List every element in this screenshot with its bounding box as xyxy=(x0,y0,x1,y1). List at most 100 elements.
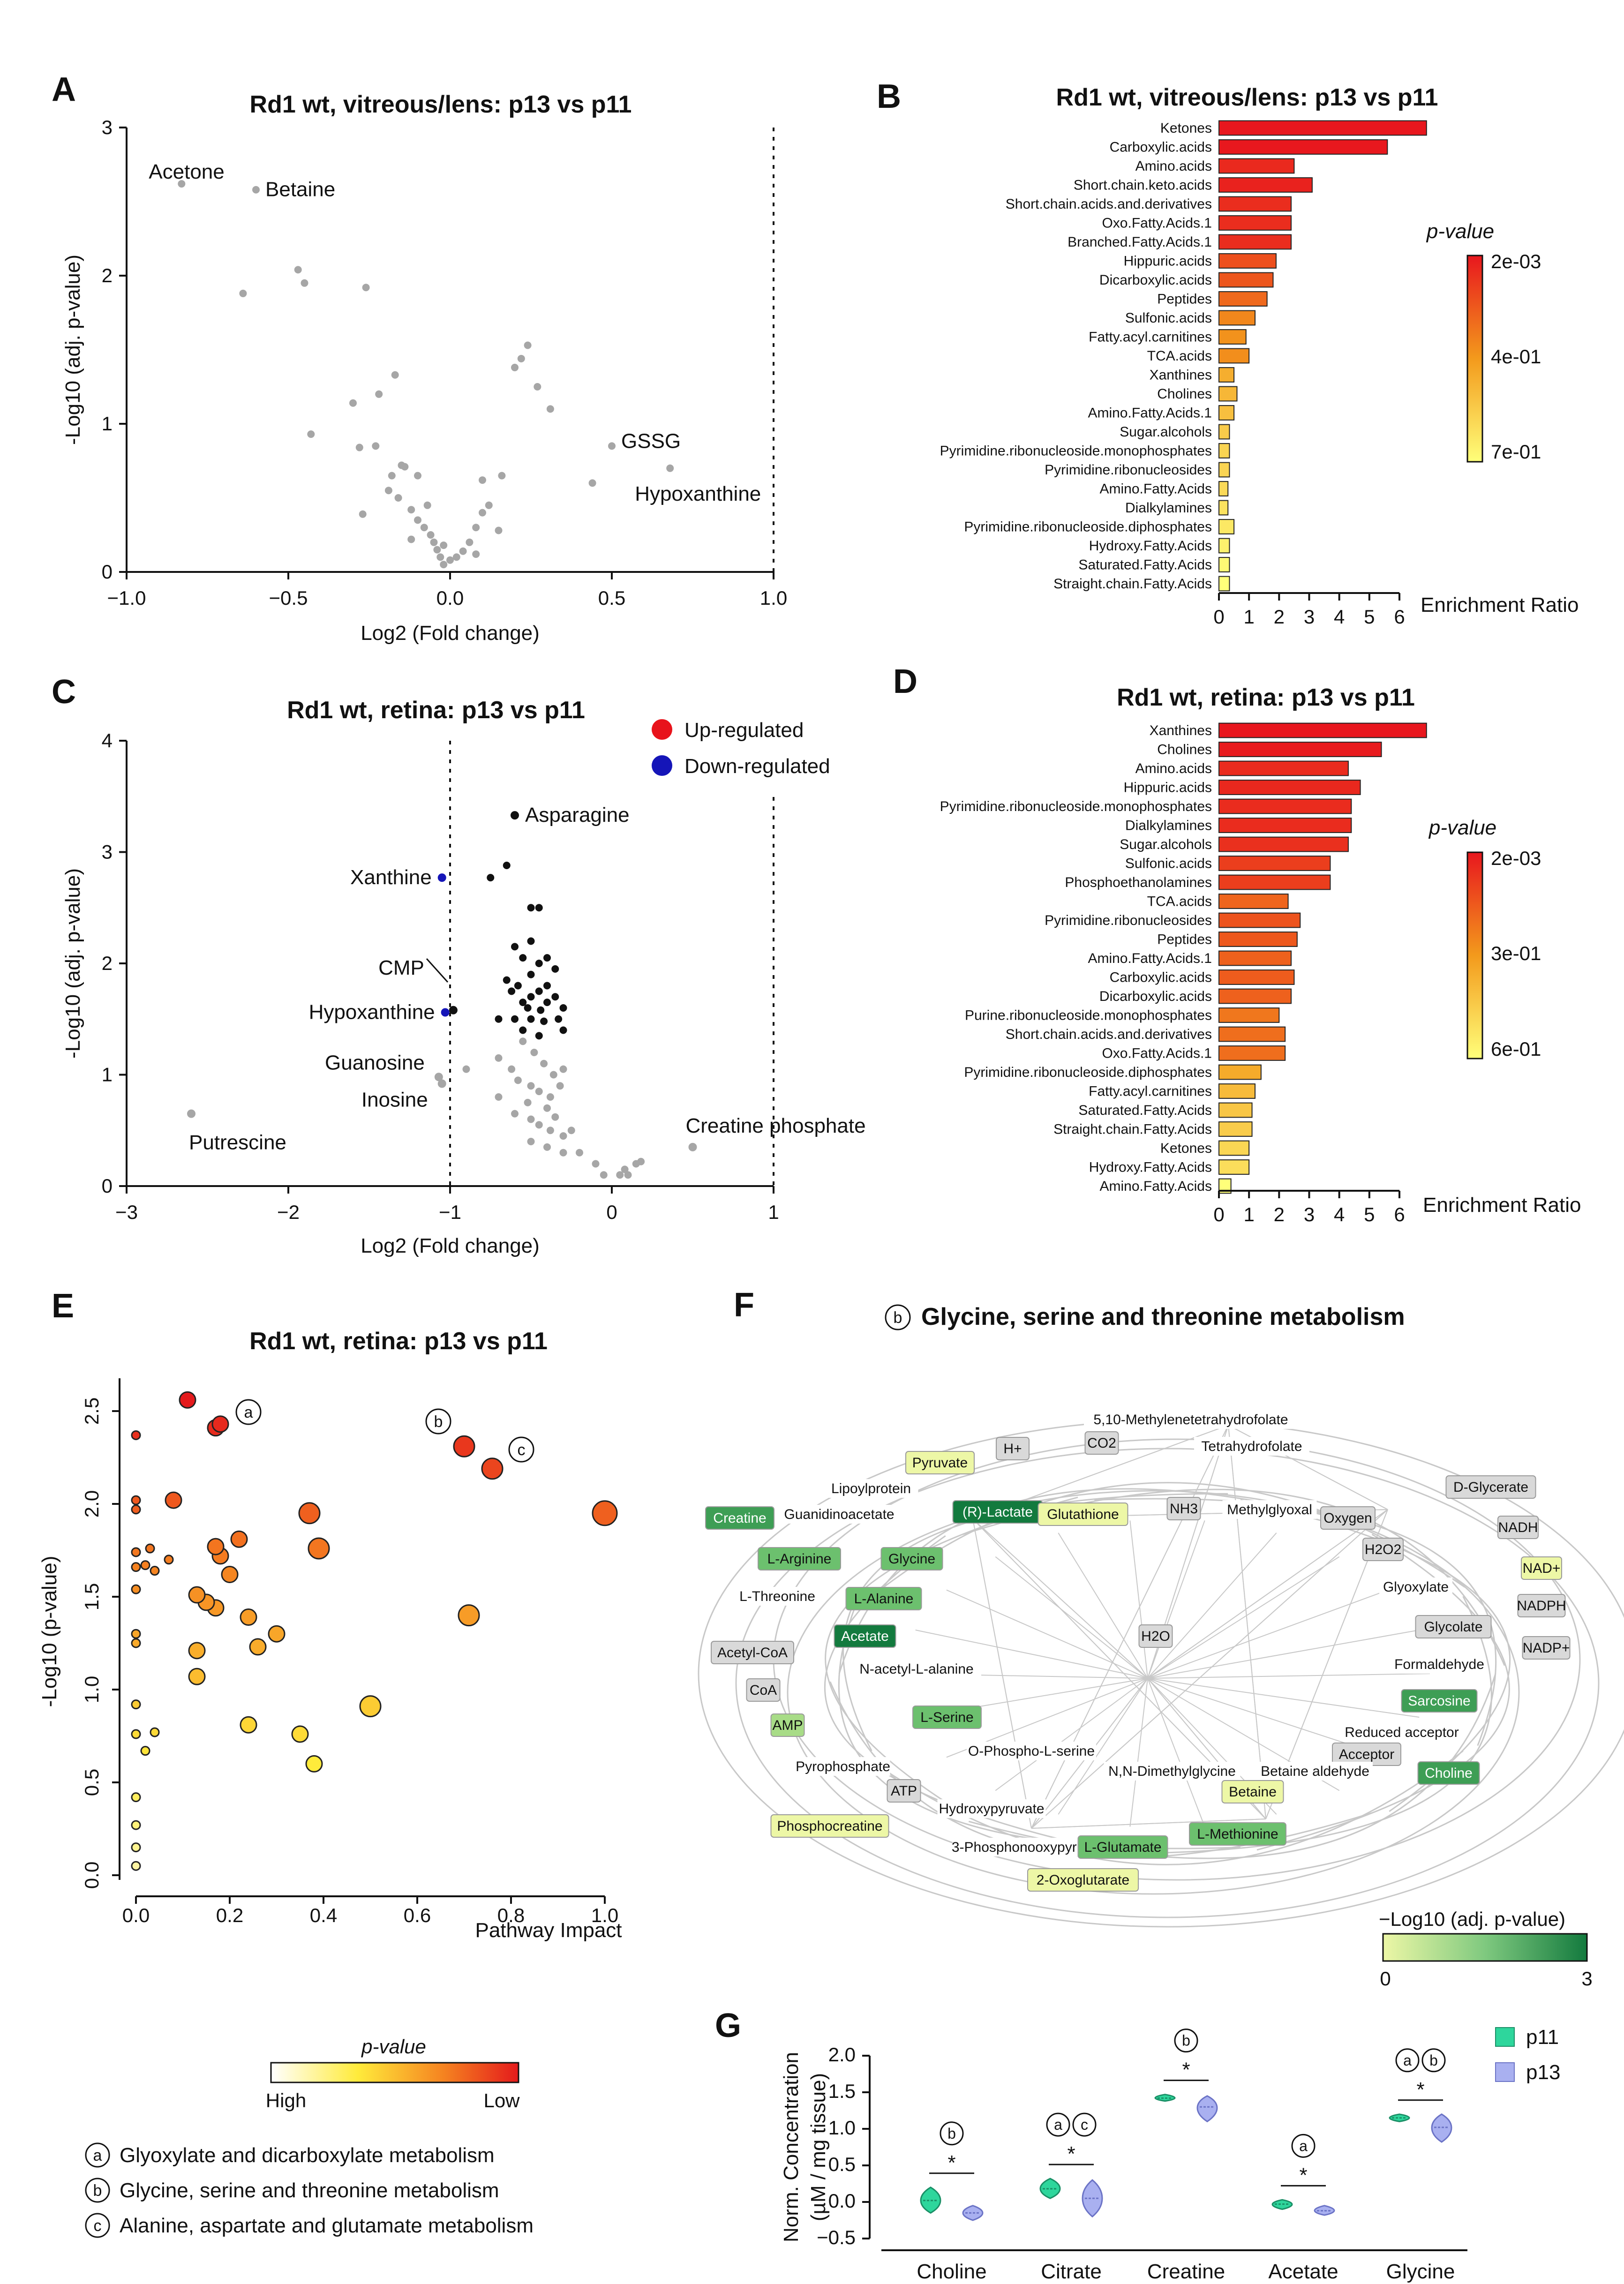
panel-f-title: Glycine, serine and threonine metabolism xyxy=(921,1303,1405,1330)
panel-f-edge xyxy=(995,1556,1148,1679)
panel-f-edge xyxy=(1106,1596,1492,1855)
panel-e-pathway-point xyxy=(131,1504,141,1515)
panel-f-edge xyxy=(842,1493,1228,1751)
panel-a-point xyxy=(427,531,435,539)
panel-f-node: Betaine xyxy=(1229,1784,1277,1800)
panel-b-x-tick: 1 xyxy=(1243,606,1254,628)
panel-c-sig-point xyxy=(503,976,511,984)
panel-c-sig-point xyxy=(527,937,535,945)
panel-e-pathway-point xyxy=(131,1430,141,1440)
panel-e-y-ticks: 0.0 0.5 1.0 1.5 2.0 2.5 xyxy=(81,1397,120,1889)
panel-c-title: Rd1 wt, retina: p13 vs p11 xyxy=(287,697,585,724)
panel-e-colorbar xyxy=(270,2062,519,2083)
panel-f-node-box xyxy=(1521,1556,1562,1580)
panel-b-bar xyxy=(1218,405,1235,421)
panel-d-bar-label: Xanthines xyxy=(1150,723,1212,738)
panel-c-x-ticks: −3 −2 −1 0 1 xyxy=(115,1186,779,1223)
panel-f-node-box xyxy=(1344,1723,1459,1742)
panel-a-point-label: Acetone xyxy=(149,160,224,183)
panel-c-sig-point xyxy=(527,970,535,978)
panel-c-point-label: Inosine xyxy=(361,1089,428,1112)
panel-b-x-tick: 6 xyxy=(1394,606,1405,628)
panel-g-y-tick: 1.0 xyxy=(828,2117,856,2139)
panel-d-bar xyxy=(1218,988,1292,1004)
panel-b-bar xyxy=(1218,291,1268,307)
panel-a-x-ticks: −1.0 −0.5 0.0 0.5 1.0 xyxy=(107,572,787,609)
panel-f-node: NAD+ xyxy=(1523,1561,1561,1576)
panel-b-bar xyxy=(1218,272,1274,288)
panel-b-bar xyxy=(1218,120,1427,136)
panel-f-node-box xyxy=(705,1506,774,1530)
panel-b-bar-label: Fatty.acyl.carnitines xyxy=(1089,330,1212,345)
panel-d-bar-label: Pyrimidine.ribonucleosides xyxy=(1045,913,1212,928)
panel-e-pathway-point xyxy=(188,1586,206,1604)
panel-f-colorbar-max: 3 xyxy=(1581,1968,1592,1990)
panel-d: D Rd1 wt, retina: p13 vs p11 Xanthines Ch… xyxy=(893,663,1581,1225)
panel-f-badge xyxy=(885,1304,911,1330)
panel-a-point xyxy=(355,443,363,451)
panel-d-bar xyxy=(1218,950,1292,966)
panel-g-legend-p11: p11 xyxy=(1526,2026,1559,2049)
panel-a-point xyxy=(294,266,302,274)
panel-b-x-tick: 3 xyxy=(1304,606,1315,628)
panel-d-bar xyxy=(1218,1026,1286,1042)
panel-c-sig-point xyxy=(551,993,559,1001)
panel-b-bar xyxy=(1218,139,1388,155)
panel-c-x-tick: −3 xyxy=(115,1201,138,1223)
panel-c-ns-point xyxy=(527,1138,535,1145)
panel-f-node: CO2 xyxy=(1087,1435,1116,1451)
panel-b-bar xyxy=(1218,348,1250,364)
panel-c-ns-point xyxy=(567,1127,575,1134)
panel-f-node: O-Phospho-L-serine xyxy=(968,1743,1095,1759)
panel-f-edge xyxy=(1147,1678,1420,1718)
panel-g-sig-star: * xyxy=(1182,2059,1190,2081)
panel-c-sig-point xyxy=(519,1026,527,1034)
panel-g-x-label: Choline xyxy=(917,2260,986,2283)
panel-e-pathway-point xyxy=(131,1861,141,1871)
panel-a: A Rd1 wt, vitreous/lens: p13 vs p11 −1.0… xyxy=(52,71,787,645)
svg-text:c: c xyxy=(94,2217,102,2235)
panel-b-bar xyxy=(1218,443,1230,458)
panel-e-pathway-point xyxy=(131,1820,141,1830)
panel-b-bar xyxy=(1218,481,1229,496)
panel-b-bars: Ketones Carboxylic.acids Amino.acids Short.… xyxy=(940,120,1427,592)
panel-f-edge xyxy=(1031,1425,1229,1829)
panel-f-node: Glutathione xyxy=(1047,1507,1119,1522)
panel-d-bar xyxy=(1218,894,1289,909)
panel-f-node-box xyxy=(1027,1868,1139,1892)
panel-f-node-box xyxy=(845,1587,922,1610)
panel-c-y-tick: 1 xyxy=(102,1064,113,1086)
panel-f-node-box xyxy=(711,1641,794,1664)
panel-b-bar-label: Straight.chain.Fatty.Acids xyxy=(1053,576,1212,592)
panel-e-pathway-point xyxy=(131,1629,141,1639)
panel-f-edge xyxy=(735,1448,1600,1918)
panel-e-title: Rd1 wt, retina: p13 vs p11 xyxy=(249,1328,548,1355)
panel-d-bar-label: Amino.Fatty.Acids xyxy=(1099,1179,1212,1194)
panel-f-colorbar-title: −Log10 (adj. p-value) xyxy=(1379,1908,1565,1930)
panel-c-points xyxy=(462,862,645,1179)
panel-f-node-box xyxy=(770,1713,805,1737)
panel-c-sig-point xyxy=(535,960,543,967)
panel-b-bar-label: Branched.Fatty.Acids.1 xyxy=(1068,234,1212,250)
panel-d-bar-label: TCA.acids xyxy=(1147,894,1212,909)
panel-e-x-ticks: 0.0 0.2 0.4 0.6 0.8 1.0 xyxy=(122,1896,618,1926)
panel-g-badge xyxy=(1046,2112,1070,2137)
panel-f-edge xyxy=(1147,1520,1205,1679)
panel-c-ns-point xyxy=(592,1160,600,1168)
panel-f-node: L-Serine xyxy=(920,1710,973,1725)
panel-d-bar-label: Ketones xyxy=(1160,1141,1212,1156)
panel-e-pathway-point xyxy=(207,1538,225,1555)
panel-a-point xyxy=(307,430,315,438)
panel-f-edge xyxy=(1031,1509,1388,1829)
panel-f-edge xyxy=(1147,1589,1389,1679)
panel-e-badge-b: b xyxy=(425,1408,451,1435)
panel-b-bar-label: Oxo.Fatty.Acids.1 xyxy=(1102,216,1212,231)
panel-f-node: Glyoxylate xyxy=(1383,1579,1449,1595)
panel-c-sig-point xyxy=(527,904,535,912)
panel-c-sig-point xyxy=(559,1026,567,1034)
panel-c-labeled-point xyxy=(434,1073,443,1082)
panel-a-point-labels: Acetone Betaine GSSG Hypoxanthine xyxy=(149,160,761,505)
panel-b-bar-label: Sulfonic.acids xyxy=(1125,310,1212,326)
panel-e-pathway-point xyxy=(164,1555,174,1565)
